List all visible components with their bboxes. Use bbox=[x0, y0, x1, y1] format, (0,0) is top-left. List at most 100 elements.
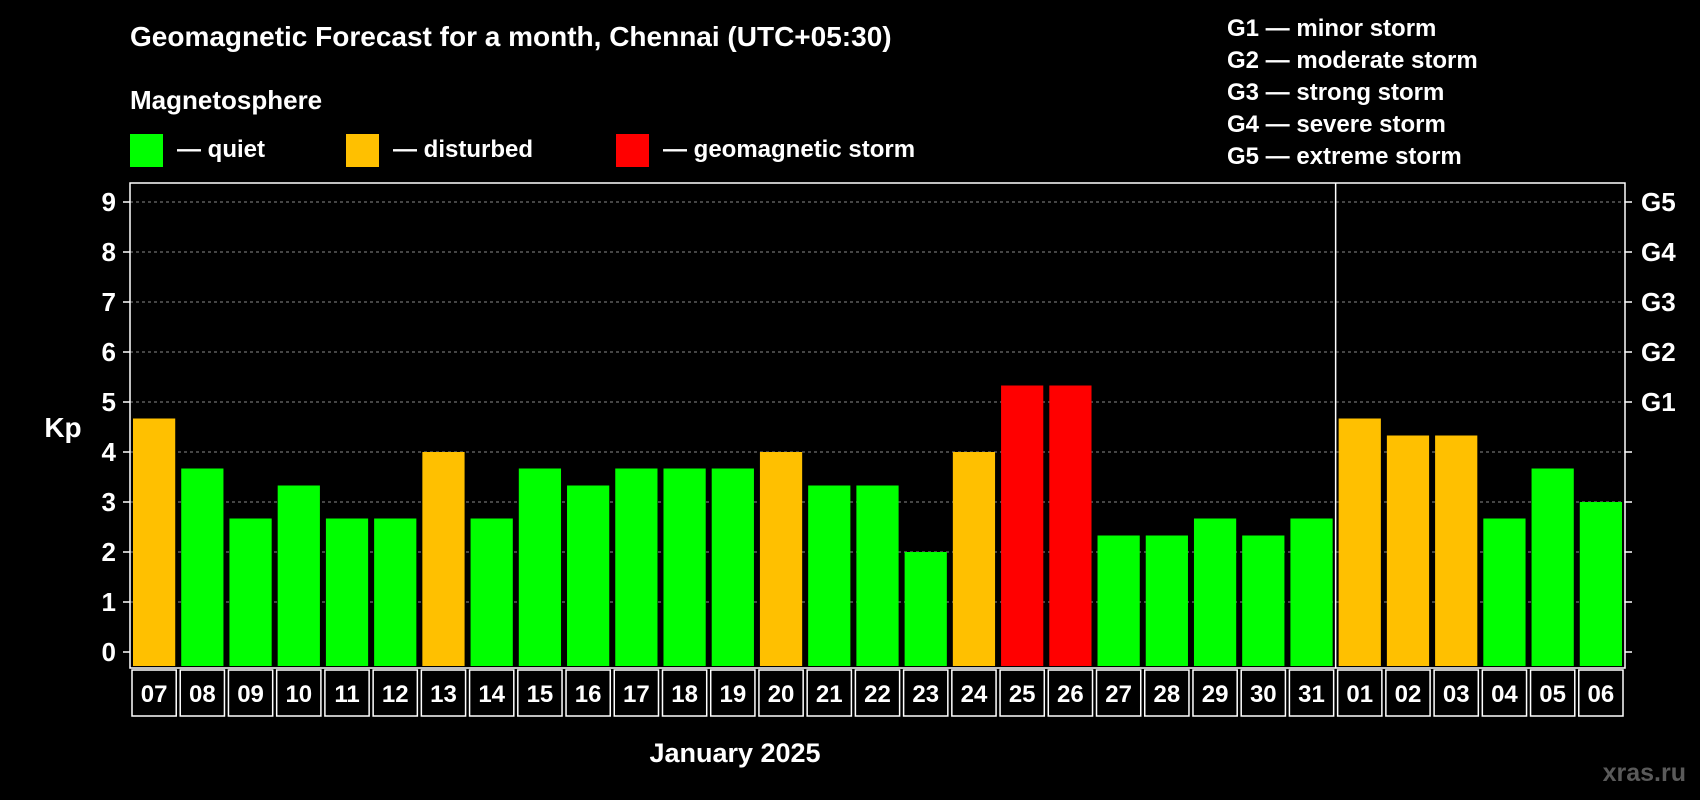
date-cell bbox=[1385, 669, 1431, 717]
bar-03 bbox=[1435, 435, 1478, 666]
date-label-02: 02 bbox=[1395, 681, 1422, 708]
date-label-15: 15 bbox=[527, 681, 554, 708]
bar-14 bbox=[470, 518, 513, 666]
bar-09 bbox=[229, 518, 272, 666]
date-cell bbox=[131, 669, 177, 717]
bar-16 bbox=[567, 485, 610, 666]
chart-title: Geomagnetic Forecast for a month, Chenna… bbox=[130, 21, 892, 52]
bar-07 bbox=[133, 418, 176, 666]
date-cell bbox=[661, 669, 708, 717]
date-cell bbox=[1192, 669, 1238, 717]
y-tick-label: 1 bbox=[102, 587, 116, 617]
y-tick-label: 7 bbox=[102, 287, 116, 317]
date-label-13: 13 bbox=[430, 681, 457, 708]
bar-29 bbox=[1193, 518, 1237, 666]
bar-06 bbox=[1579, 502, 1622, 666]
bar-04 bbox=[1483, 518, 1526, 666]
date-cell bbox=[806, 669, 853, 717]
date-cell bbox=[372, 669, 419, 717]
bar-20 bbox=[759, 452, 803, 666]
bar-23 bbox=[904, 552, 947, 666]
storm-scale-g5: G5 — extreme storm bbox=[1227, 143, 1462, 170]
legend-label-disturbed: — disturbed bbox=[393, 136, 534, 163]
date-cell bbox=[420, 669, 467, 717]
bar-24 bbox=[952, 452, 996, 666]
date-cell bbox=[1240, 669, 1287, 717]
legend-swatch-disturbed bbox=[346, 134, 379, 167]
date-label-14: 14 bbox=[478, 681, 505, 708]
date-cell bbox=[1529, 669, 1576, 717]
legend-label-storm: — geomagnetic storm bbox=[663, 136, 916, 163]
storm-scale-g1: G1 — minor storm bbox=[1227, 15, 1437, 42]
date-cell bbox=[1288, 669, 1335, 717]
date-label-05: 05 bbox=[1539, 681, 1566, 708]
right-tick-label-G1: G1 bbox=[1641, 387, 1676, 417]
bar-15 bbox=[518, 468, 562, 666]
legend-label-quiet: — quiet bbox=[177, 136, 265, 163]
date-cell bbox=[275, 669, 322, 717]
date-label-03: 03 bbox=[1443, 681, 1470, 708]
right-tick-label-G3: G3 bbox=[1641, 287, 1676, 317]
date-label-09: 09 bbox=[237, 681, 264, 708]
bar-05 bbox=[1531, 468, 1574, 666]
bar-26 bbox=[1049, 385, 1092, 666]
date-label-22: 22 bbox=[864, 681, 891, 708]
date-cell bbox=[1481, 669, 1528, 717]
date-label-12: 12 bbox=[382, 681, 409, 708]
date-cell bbox=[1433, 669, 1480, 717]
bar-08 bbox=[181, 468, 224, 666]
legend-heading: Magnetosphere bbox=[130, 85, 323, 115]
bar-18 bbox=[663, 468, 706, 666]
date-label-27: 27 bbox=[1105, 681, 1132, 708]
bar-17 bbox=[615, 468, 658, 666]
date-cell bbox=[468, 669, 515, 717]
date-label-10: 10 bbox=[285, 681, 312, 708]
bar-31 bbox=[1290, 518, 1333, 666]
bar-12 bbox=[374, 518, 417, 666]
date-cell bbox=[613, 669, 660, 717]
date-cell bbox=[999, 669, 1046, 717]
bar-13 bbox=[422, 452, 465, 666]
date-label-28: 28 bbox=[1154, 681, 1181, 708]
date-cell bbox=[1578, 669, 1624, 717]
date-cell bbox=[1336, 669, 1383, 717]
y-tick-label: 9 bbox=[102, 187, 116, 217]
bar-30 bbox=[1242, 535, 1285, 666]
bar-01 bbox=[1338, 418, 1381, 666]
bar-10 bbox=[277, 485, 320, 666]
date-label-16: 16 bbox=[575, 681, 602, 708]
date-cell bbox=[1047, 669, 1094, 717]
date-label-17: 17 bbox=[623, 681, 650, 708]
date-label-23: 23 bbox=[912, 681, 939, 708]
y-axis-label: Kp bbox=[44, 412, 81, 443]
date-cell bbox=[324, 669, 370, 717]
date-label-18: 18 bbox=[671, 681, 698, 708]
date-label-24: 24 bbox=[961, 681, 988, 708]
date-label-06: 06 bbox=[1588, 681, 1615, 708]
date-label-11: 11 bbox=[334, 681, 359, 708]
date-label-20: 20 bbox=[768, 681, 795, 708]
date-label-07: 07 bbox=[141, 681, 168, 708]
y-tick-label: 8 bbox=[102, 237, 116, 267]
date-cell bbox=[179, 669, 226, 717]
bar-28 bbox=[1145, 535, 1188, 666]
legend-swatch-storm bbox=[616, 134, 649, 167]
legend-swatch-quiet bbox=[130, 134, 163, 167]
bar-02 bbox=[1386, 435, 1430, 666]
y-tick-label: 5 bbox=[102, 387, 116, 417]
month-label: January 2025 bbox=[649, 738, 821, 768]
date-cell bbox=[902, 669, 949, 717]
date-cell bbox=[854, 669, 901, 717]
plot-frame bbox=[129, 182, 1626, 669]
right-tick-label-G4: G4 bbox=[1641, 237, 1676, 267]
date-label-30: 30 bbox=[1250, 681, 1277, 708]
bar-19 bbox=[711, 468, 754, 666]
right-tick-label-G5: G5 bbox=[1641, 187, 1676, 217]
right-tick-label-G2: G2 bbox=[1641, 337, 1676, 367]
date-label-21: 21 bbox=[816, 681, 843, 708]
date-cell bbox=[951, 669, 997, 717]
date-label-31: 31 bbox=[1298, 681, 1325, 708]
bar-21 bbox=[808, 485, 851, 666]
storm-scale-g2: G2 — moderate storm bbox=[1227, 47, 1478, 74]
y-tick-label: 3 bbox=[102, 487, 116, 517]
